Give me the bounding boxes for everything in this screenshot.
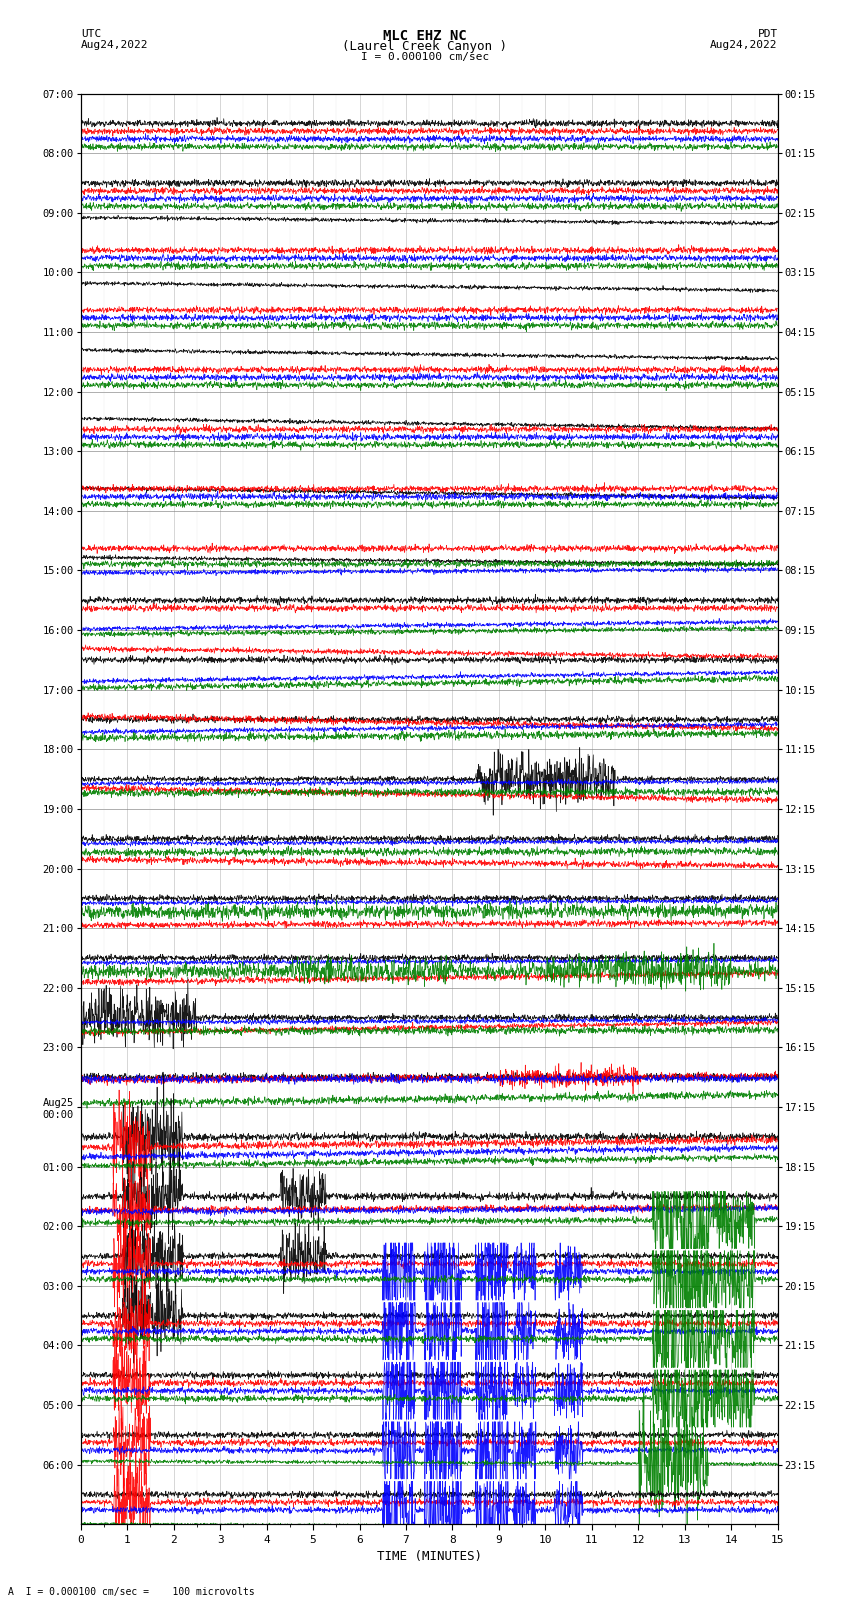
Text: UTC: UTC <box>81 29 101 39</box>
Text: Aug24,2022: Aug24,2022 <box>711 40 778 50</box>
Text: Aug24,2022: Aug24,2022 <box>81 40 148 50</box>
X-axis label: TIME (MINUTES): TIME (MINUTES) <box>377 1550 482 1563</box>
Text: MLC EHZ NC: MLC EHZ NC <box>383 29 467 44</box>
Text: I = 0.000100 cm/sec: I = 0.000100 cm/sec <box>361 52 489 61</box>
Text: (Laurel Creek Canyon ): (Laurel Creek Canyon ) <box>343 40 507 53</box>
Text: A  I = 0.000100 cm/sec =    100 microvolts: A I = 0.000100 cm/sec = 100 microvolts <box>8 1587 255 1597</box>
Text: PDT: PDT <box>757 29 778 39</box>
